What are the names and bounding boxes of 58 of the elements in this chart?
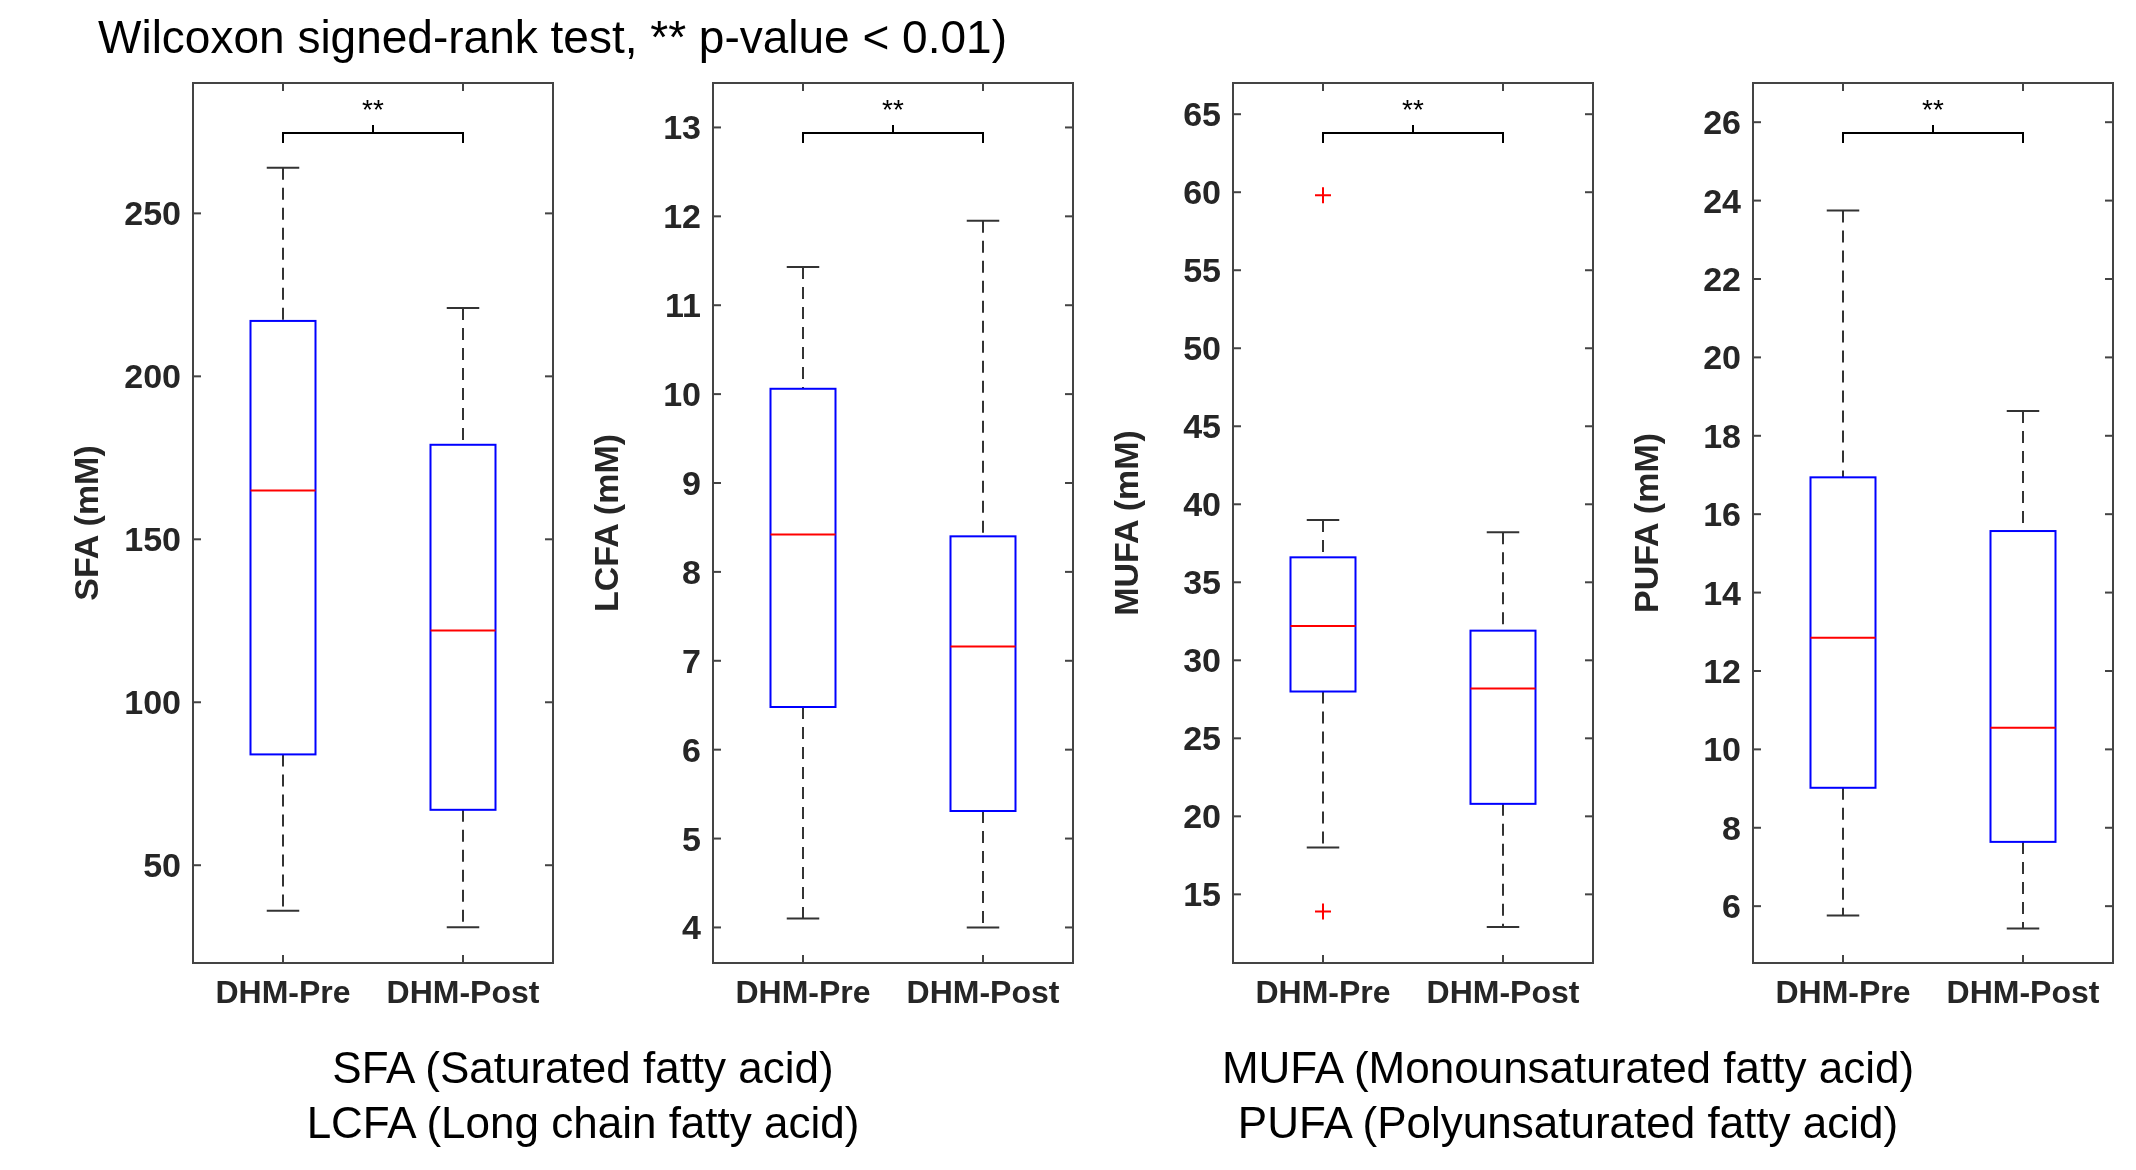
y-tick-label: 250 bbox=[124, 194, 181, 233]
x-tick-label: DHM-Pre bbox=[735, 974, 871, 1010]
y-tick-label: 65 bbox=[1183, 95, 1221, 134]
y-tick-label: 25 bbox=[1183, 719, 1221, 758]
x-tick-label: DHM-Post bbox=[1946, 974, 2100, 1010]
y-axis-title: PUFA (mM) bbox=[1627, 432, 1665, 614]
y-tick-label: 20 bbox=[1703, 338, 1741, 377]
y-tick-label: 200 bbox=[124, 357, 181, 396]
chart-title: Wilcoxon signed-rank test, ** p-value < 0.01) bbox=[98, 11, 1007, 63]
y-axis-title: MUFA (mM) bbox=[1107, 430, 1145, 616]
text: MUFA (Monounsaturated fatty acid) bbox=[1221, 1043, 1915, 1092]
y-tick-label: 45 bbox=[1183, 407, 1221, 446]
x-tick-label: DHM-Post bbox=[906, 974, 1060, 1010]
y-tick-label: 4 bbox=[682, 908, 702, 947]
text: LCFA (Long chain fatty acid) bbox=[306, 1098, 860, 1147]
text: SFA (Saturated fatty acid) bbox=[332, 1043, 834, 1092]
y-tick-label: 10 bbox=[663, 375, 701, 414]
y-tick-label: 6 bbox=[1722, 887, 1741, 926]
y-tick-label: 18 bbox=[1703, 416, 1741, 455]
y-tick-label: 5 bbox=[682, 819, 701, 858]
y-tick-label: 55 bbox=[1183, 251, 1221, 290]
x-tick-label: DHM-Post bbox=[386, 974, 540, 1010]
y-tick-label: 30 bbox=[1183, 641, 1221, 680]
y-tick-label: 35 bbox=[1183, 563, 1221, 602]
y-tick-label: 10 bbox=[1703, 730, 1741, 769]
x-tick-label: DHM-Post bbox=[1426, 974, 1580, 1010]
y-tick-label: 12 bbox=[1703, 651, 1741, 690]
y-tick-label: 6 bbox=[682, 730, 701, 769]
y-tick-label: 40 bbox=[1183, 485, 1221, 524]
y-tick-label: 100 bbox=[124, 683, 181, 722]
y-tick-label: 14 bbox=[1703, 573, 1742, 612]
y-tick-label: 7 bbox=[682, 641, 701, 680]
y-tick-label: 8 bbox=[682, 552, 701, 591]
y-tick-label: 50 bbox=[1183, 329, 1221, 368]
y-tick-label: 50 bbox=[143, 846, 181, 885]
y-tick-label: 20 bbox=[1183, 797, 1221, 836]
y-tick-label: 150 bbox=[124, 520, 181, 559]
y-tick-label: 15 bbox=[1183, 875, 1221, 914]
y-tick-label: 9 bbox=[682, 464, 701, 502]
y-tick-label: 13 bbox=[663, 108, 701, 147]
text: PUFA (Polyunsaturated fatty acid) bbox=[1237, 1098, 1899, 1147]
annotation: ** bbox=[1402, 94, 1424, 125]
annotation: ** bbox=[882, 94, 904, 125]
y-tick-label: 24 bbox=[1703, 181, 1742, 220]
x-tick-label: DHM-Pre bbox=[1775, 974, 1911, 1010]
x-tick-label: DHM-Pre bbox=[1255, 974, 1391, 1010]
y-tick-label: 11 bbox=[665, 286, 701, 325]
y-tick-label: 12 bbox=[663, 197, 701, 236]
annotation: ** bbox=[1922, 94, 1944, 125]
y-tick-label: 60 bbox=[1183, 173, 1221, 212]
y-tick-label: 16 bbox=[1703, 495, 1741, 534]
y-tick-label: 26 bbox=[1703, 103, 1741, 142]
y-axis-title: LCFA (mM) bbox=[587, 433, 625, 613]
y-tick-label: 22 bbox=[1703, 259, 1741, 298]
annotation: ** bbox=[362, 94, 384, 125]
x-tick-label: DHM-Pre bbox=[215, 974, 351, 1010]
y-axis-title: SFA (mM) bbox=[67, 445, 105, 601]
y-tick-label: 8 bbox=[1722, 808, 1741, 847]
